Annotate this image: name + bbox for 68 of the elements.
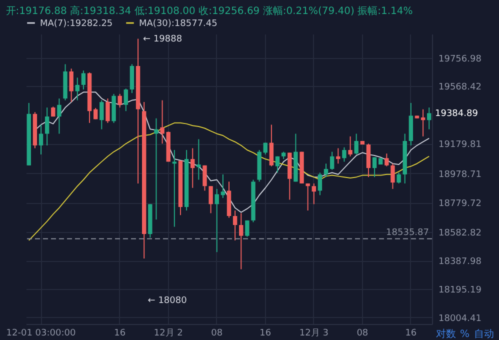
y-tick-label: 18387.98 bbox=[438, 257, 482, 268]
y-tick-label: 19179.81 bbox=[438, 140, 482, 150]
candlestick bbox=[348, 136, 352, 157]
candlestick bbox=[324, 163, 328, 178]
candlestick bbox=[130, 64, 134, 94]
candlestick bbox=[160, 100, 164, 144]
y-tick-label: 19568.42 bbox=[438, 82, 482, 93]
legend-label: MA(7):19282.25 bbox=[40, 19, 113, 29]
candlestick bbox=[245, 220, 250, 238]
candlestick bbox=[208, 186, 213, 214]
candlestick bbox=[100, 100, 104, 130]
candlestick bbox=[190, 148, 195, 188]
annotation: ← 19888 bbox=[143, 34, 182, 45]
x-tick-label: 08 bbox=[356, 328, 368, 338]
candlestick bbox=[38, 124, 44, 155]
candlestick bbox=[336, 148, 340, 164]
text: 自动 bbox=[474, 328, 494, 340]
candlestick bbox=[396, 172, 401, 184]
x-tick-label: 16 bbox=[114, 328, 126, 338]
candlestick bbox=[81, 70, 86, 90]
candlestick bbox=[220, 174, 226, 198]
candlestick bbox=[372, 156, 377, 178]
x-tick-label: 12-01 03:00:00 bbox=[6, 328, 76, 338]
candlestick bbox=[106, 98, 110, 124]
x-tick-label: 16 bbox=[405, 328, 417, 338]
candlestick bbox=[118, 93, 122, 108]
candlestick bbox=[172, 150, 177, 228]
candlestick bbox=[318, 172, 322, 196]
y-tick-label: 19756.98 bbox=[438, 54, 482, 65]
candlestick bbox=[354, 133, 358, 155]
candlestick bbox=[69, 68, 74, 103]
y-tick-label: 18978.71 bbox=[438, 170, 482, 180]
y-tick-label: 18779.72 bbox=[438, 199, 482, 210]
candlestick bbox=[312, 182, 316, 205]
ref-line-label: 18535.87 bbox=[386, 228, 429, 238]
candlestick bbox=[196, 138, 201, 180]
legend-label: MA(30):18577.45 bbox=[139, 19, 218, 29]
candlestick bbox=[75, 77, 80, 101]
candlestick bbox=[154, 118, 158, 220]
chart-title: 开:19176.88 高:19318.34 低:19108.00 收:19256.69 涨幅:0.21%(79.40) 振幅:1.14% bbox=[6, 5, 413, 17]
line-series bbox=[28, 122, 430, 241]
x-tick-label: 12月 3 bbox=[299, 328, 328, 338]
candlestick bbox=[214, 188, 219, 253]
candlestick bbox=[427, 107, 432, 130]
candlestick bbox=[275, 156, 280, 174]
text: % bbox=[460, 329, 470, 340]
candlestick bbox=[202, 164, 207, 192]
candlestick bbox=[306, 182, 310, 212]
x-tick-label: 08 bbox=[211, 328, 223, 338]
candlestick bbox=[330, 151, 334, 170]
candlestick bbox=[269, 124, 274, 167]
x-tick-label: 16 bbox=[260, 328, 272, 338]
y-tick-label: 18004.41 bbox=[438, 314, 482, 324]
y-tick-label: 18582.82 bbox=[438, 228, 482, 238]
candlestick bbox=[232, 210, 238, 241]
annotation: ← 18080 bbox=[148, 296, 188, 306]
candlestick bbox=[239, 212, 244, 270]
text: 19384.89 bbox=[435, 109, 478, 120]
candlestick bbox=[390, 163, 395, 190]
text: 对数 bbox=[436, 328, 456, 340]
x-tick-label: 12月 2 bbox=[154, 328, 183, 338]
candlestick bbox=[342, 146, 346, 162]
candlestick bbox=[57, 98, 62, 134]
candlestick bbox=[366, 143, 371, 178]
y-tick-label: 18195.19 bbox=[438, 286, 482, 296]
candlestick bbox=[384, 153, 389, 167]
candlestick bbox=[44, 107, 50, 146]
candlestick bbox=[124, 88, 128, 112]
